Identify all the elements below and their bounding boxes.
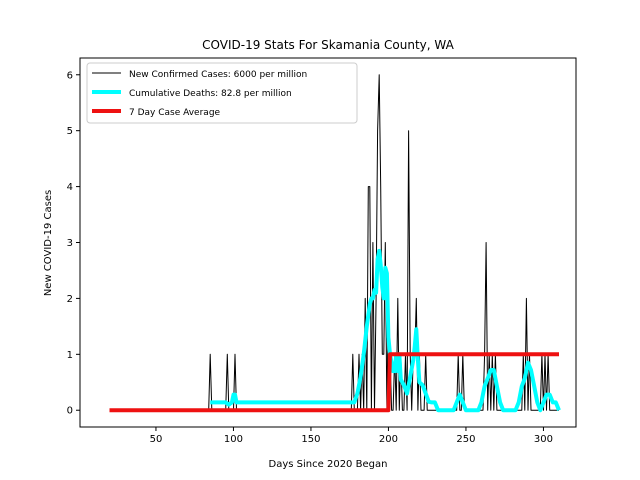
chart-title: COVID-19 Stats For Skamania County, WA [202, 38, 454, 52]
x-axis: 50 100 150 200 250 300 [150, 427, 553, 445]
y-tick-label: 1 [67, 350, 73, 361]
y-tick-label: 6 [67, 70, 73, 81]
y-tick-label: 3 [67, 238, 73, 249]
x-tick-label: 250 [456, 434, 475, 445]
legend-label-cumulative-deaths: Cumulative Deaths: 82.8 per million [129, 89, 292, 99]
cumulative-deaths-line [209, 248, 561, 413]
x-tick-label: 50 [150, 434, 163, 445]
legend: New Confirmed Cases: 6000 per million Cu… [86, 62, 358, 124]
y-tick-label: 5 [67, 126, 73, 137]
x-axis-label: Days Since 2020 Began [269, 459, 388, 470]
legend-label-7-day-average: 7 Day Case Average [129, 108, 221, 118]
x-tick-label: 150 [301, 434, 320, 445]
x-tick-label: 100 [224, 434, 243, 445]
y-axis-label: New COVID-19 Cases [43, 190, 54, 296]
y-tick-label: 2 [67, 294, 73, 305]
y-tick-label: 0 [67, 406, 73, 417]
x-tick-label: 200 [379, 434, 398, 445]
legend-box [86, 62, 358, 124]
series-layer [109, 74, 561, 413]
y-tick-label: 4 [67, 182, 73, 193]
x-tick-label: 300 [534, 434, 553, 445]
legend-label-new-cases: New Confirmed Cases: 6000 per million [129, 70, 307, 80]
y-axis: 0 1 2 3 4 5 6 [67, 70, 80, 417]
seven-day-average-line [109, 352, 559, 413]
